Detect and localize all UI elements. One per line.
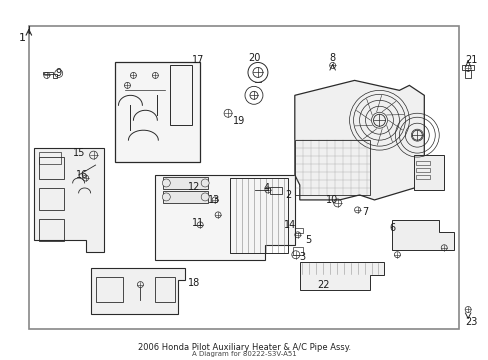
Text: 17: 17 [192,55,204,66]
Text: 7: 7 [362,207,368,217]
Bar [39,188,63,210]
Bar [415,161,429,165]
Text: 2: 2 [285,190,290,200]
Text: 12: 12 [188,182,200,192]
Bar [163,177,208,189]
Bar [163,191,208,203]
Bar [294,228,302,233]
Circle shape [162,179,170,187]
Text: 20: 20 [247,54,260,63]
Text: 5: 5 [304,235,310,245]
Text: 3: 3 [299,252,305,262]
Circle shape [201,179,209,187]
Bar [292,247,302,255]
Polygon shape [155,175,294,260]
Polygon shape [299,262,384,289]
Bar [294,140,369,195]
Text: 9: 9 [56,68,61,78]
Bar [461,66,473,71]
Text: 4: 4 [264,183,269,193]
Text: 2006 Honda Pilot Auxiliary Heater & A/C Pipe Assy.: 2006 Honda Pilot Auxiliary Heater & A/C … [138,343,350,352]
Polygon shape [392,220,453,250]
Text: 13: 13 [208,195,220,205]
Bar [415,175,429,179]
Text: 18: 18 [188,278,200,288]
Circle shape [201,193,209,201]
Text: 14: 14 [283,220,296,230]
Text: 8: 8 [329,54,335,63]
Polygon shape [90,268,185,315]
Bar [39,219,63,241]
Text: 22: 22 [317,280,329,289]
Bar [415,168,429,172]
Bar [269,187,281,194]
Text: 11: 11 [192,218,204,228]
Bar [155,276,175,302]
Circle shape [162,193,170,201]
Bar [115,62,200,162]
Text: 23: 23 [464,318,477,328]
Text: 16: 16 [76,170,88,180]
Text: 1: 1 [19,32,26,42]
Bar [29,26,458,329]
Bar [95,276,123,302]
Text: A Diagram for 80222-S3V-A51: A Diagram for 80222-S3V-A51 [192,351,296,357]
Bar [39,157,63,179]
Polygon shape [294,80,424,200]
Bar [39,152,61,164]
Text: 6: 6 [388,223,395,233]
Text: 19: 19 [233,116,245,126]
Bar [464,71,470,78]
Bar [170,66,192,125]
Bar [413,155,443,190]
Polygon shape [34,148,103,252]
Bar [229,178,287,253]
Text: 10: 10 [325,195,337,205]
Text: 21: 21 [464,55,477,66]
Text: 15: 15 [73,148,85,158]
